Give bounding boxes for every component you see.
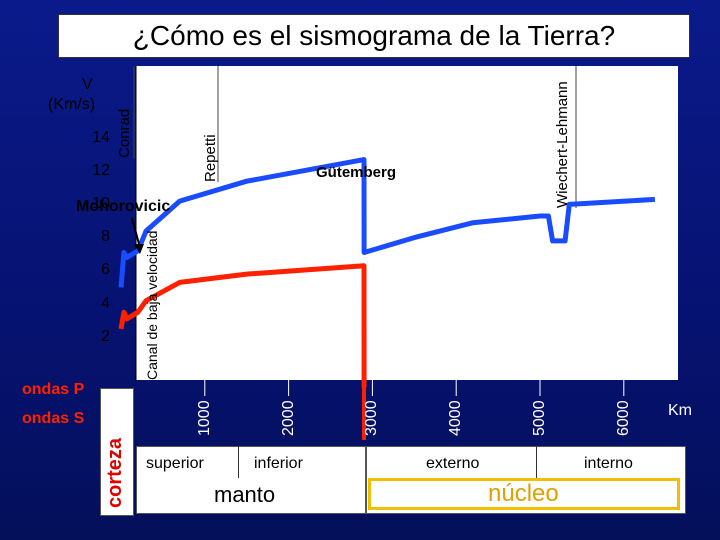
nucleo-interno-label: interno [584, 455, 633, 472]
x-tick-label: 2000 [279, 400, 297, 436]
moho-arrow-line [131, 217, 140, 245]
y-tick-label: 14 [92, 128, 110, 146]
y-tick-label: 10 [92, 195, 110, 212]
y-axis-label-v: V [82, 76, 93, 93]
x-tick-label: 3000 [363, 400, 381, 436]
y-tick-label: 4 [101, 294, 110, 312]
x-axis-label: Km [668, 402, 692, 419]
y-tick-label: 12 [92, 161, 110, 179]
page-title: ¿Cómo es el sismograma de la Tierra? [132, 20, 616, 51]
nucleo-externo-label: externo [426, 455, 480, 472]
y-tick-label: 8 [101, 228, 110, 246]
manto-inferior-label: inferior [254, 455, 303, 472]
nucleo-label: núcleo [488, 480, 559, 507]
x-tick-label: 5000 [531, 400, 548, 436]
series-line-ondas-p [118, 157, 656, 288]
manto-divider [238, 446, 239, 478]
y-tick-label: 2 [101, 327, 110, 345]
legend-ondas-p: ondas P [22, 381, 85, 398]
x-tick-label: 4000 [447, 400, 465, 436]
corteza-label: corteza [104, 437, 126, 508]
manto-label: manto [214, 482, 276, 507]
moho-arrow-head [134, 244, 144, 254]
y-axis-label-unit: (Km/s) [48, 96, 96, 113]
annotation-conrad: Conrad [116, 108, 133, 158]
annotation-gutemberg: Gütemberg [316, 164, 397, 181]
nucleo-divider [536, 446, 537, 478]
y-tick-label: 6 [101, 261, 110, 279]
plot-area [136, 66, 678, 380]
annotation-canal-baja-velocidad: Canal de baja velocidad [144, 230, 160, 380]
title-box: ¿Cómo es el sismograma de la Tierra? [58, 14, 690, 58]
x-tick-label: 6000 [614, 400, 632, 436]
nucleo-inner-frame [368, 478, 680, 510]
manto-superior-label: superior [146, 455, 204, 472]
annotation-repetti: Repetti [202, 134, 219, 182]
corteza-box [100, 388, 134, 516]
x-tick-label: 1000 [195, 400, 213, 436]
annotation-mohorovicic: Mohorovicic [76, 198, 171, 215]
legend-ondas-s: ondas S [22, 410, 85, 427]
manto-box [136, 446, 366, 514]
annotation-wiechert-lehmann: Wiechert-Lehmann [554, 81, 571, 208]
